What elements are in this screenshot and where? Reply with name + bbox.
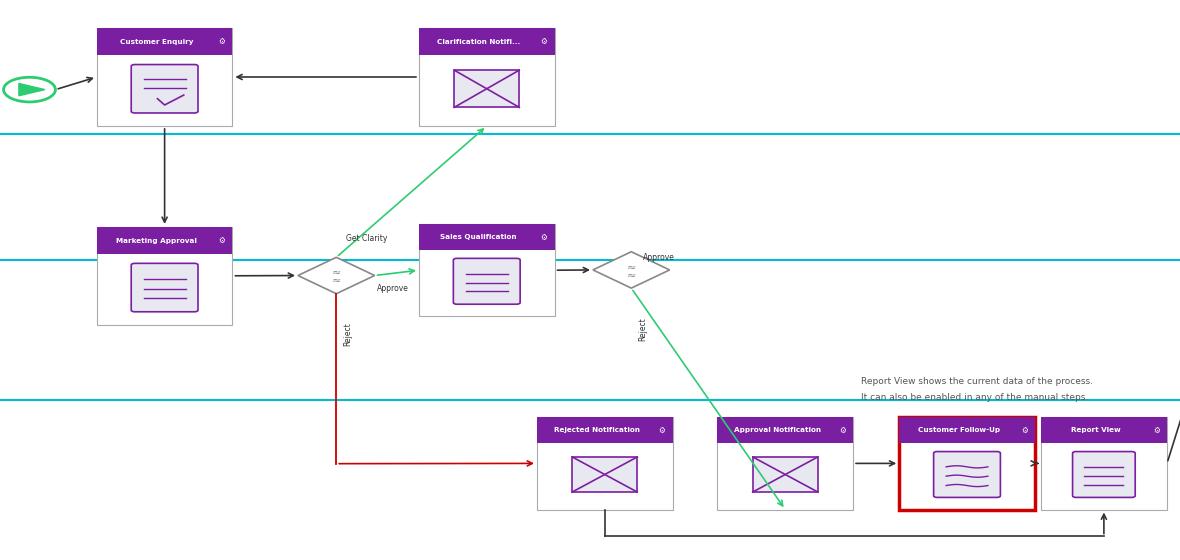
FancyBboxPatch shape [537, 417, 673, 443]
FancyBboxPatch shape [97, 227, 232, 254]
Text: ≈: ≈ [332, 268, 341, 278]
FancyBboxPatch shape [419, 28, 555, 126]
FancyBboxPatch shape [1073, 451, 1135, 497]
FancyBboxPatch shape [537, 417, 673, 510]
FancyBboxPatch shape [753, 457, 818, 492]
Text: ⚙: ⚙ [1153, 426, 1160, 435]
FancyBboxPatch shape [717, 417, 853, 443]
Polygon shape [594, 252, 670, 288]
Text: Approval Notification: Approval Notification [734, 427, 821, 433]
Text: ≈: ≈ [332, 276, 341, 286]
Text: It can also be enabled in any of the manual steps.: It can also be enabled in any of the man… [861, 393, 1089, 403]
FancyBboxPatch shape [97, 227, 232, 325]
FancyBboxPatch shape [717, 417, 853, 510]
Text: ⚙: ⚙ [540, 232, 548, 241]
Text: Get Clarity: Get Clarity [346, 234, 387, 242]
FancyBboxPatch shape [454, 70, 519, 108]
Polygon shape [19, 83, 45, 96]
FancyBboxPatch shape [933, 451, 1001, 497]
FancyBboxPatch shape [131, 263, 198, 312]
Text: Sales Qualification: Sales Qualification [440, 234, 517, 240]
FancyBboxPatch shape [453, 258, 520, 304]
Text: ≈: ≈ [627, 263, 636, 273]
FancyBboxPatch shape [572, 457, 637, 492]
FancyBboxPatch shape [419, 28, 555, 55]
FancyBboxPatch shape [899, 417, 1035, 443]
Text: ⚙: ⚙ [1021, 426, 1028, 435]
Text: ⚙: ⚙ [540, 37, 548, 46]
FancyBboxPatch shape [419, 224, 555, 316]
FancyBboxPatch shape [1041, 417, 1167, 510]
Text: Report View: Report View [1071, 427, 1121, 433]
Text: ⚙: ⚙ [218, 236, 225, 245]
Text: Reject: Reject [638, 317, 648, 340]
Text: ⚙: ⚙ [658, 426, 666, 435]
Text: Clarification Notifi...: Clarification Notifi... [437, 39, 520, 45]
Polygon shape [297, 258, 374, 293]
FancyBboxPatch shape [97, 28, 232, 55]
Text: Reject: Reject [343, 323, 353, 346]
Text: Approve: Approve [378, 284, 409, 293]
Text: ⚙: ⚙ [839, 426, 846, 435]
Text: Approve: Approve [643, 253, 675, 262]
Text: Customer Follow-Up: Customer Follow-Up [918, 427, 999, 433]
Text: Report View shows the current data of the process.: Report View shows the current data of th… [861, 376, 1094, 386]
Text: Customer Enquiry: Customer Enquiry [119, 39, 194, 45]
Text: Rejected Notification: Rejected Notification [553, 427, 640, 433]
Text: Marketing Approval: Marketing Approval [116, 237, 197, 244]
FancyBboxPatch shape [131, 64, 198, 113]
Text: ≈: ≈ [627, 270, 636, 281]
Text: ⚙: ⚙ [218, 37, 225, 46]
FancyBboxPatch shape [419, 224, 555, 250]
FancyBboxPatch shape [97, 28, 232, 126]
FancyBboxPatch shape [899, 417, 1035, 510]
FancyBboxPatch shape [1041, 417, 1167, 443]
